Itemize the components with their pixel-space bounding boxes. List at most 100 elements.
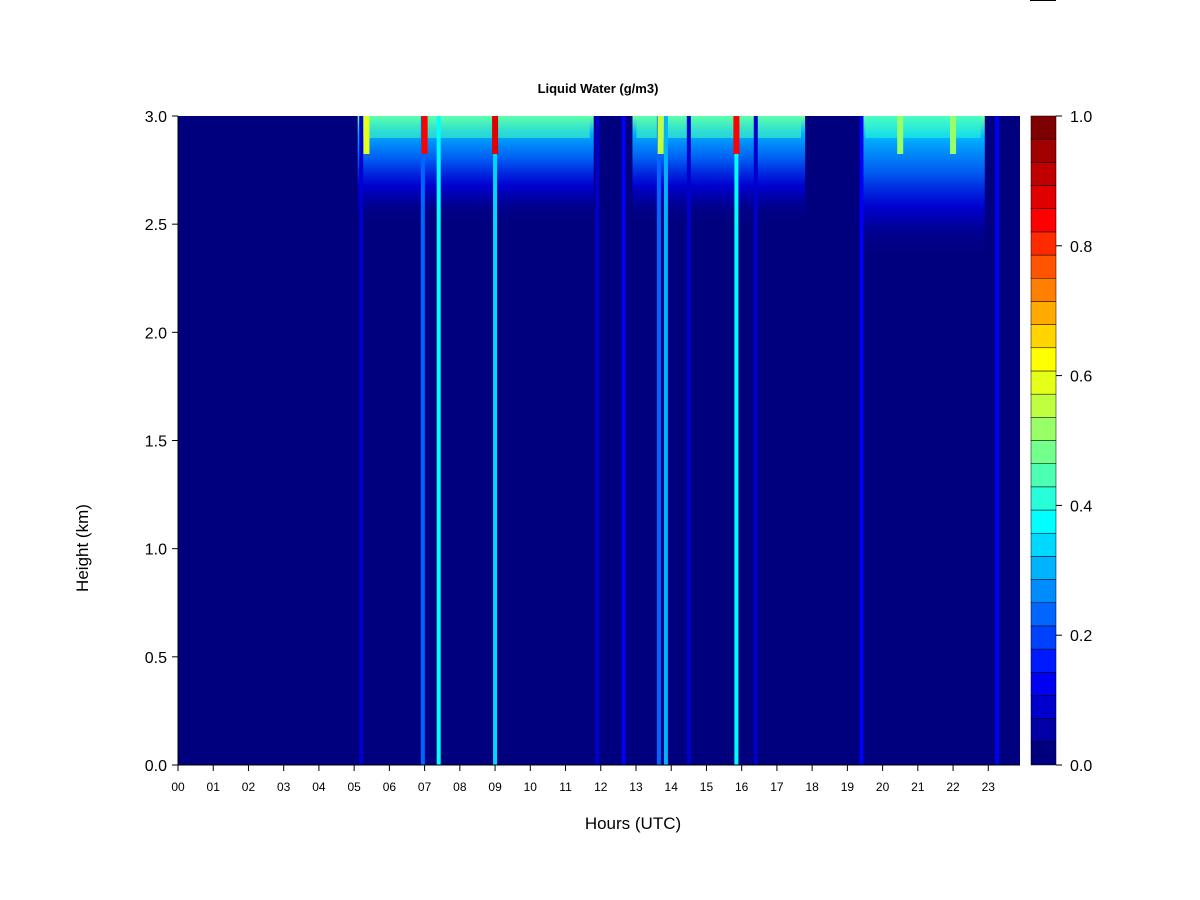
colorbar-segment [1030, 602, 1057, 627]
column-6 [656, 116, 661, 765]
x-tick-label: 01 [207, 780, 221, 794]
x-tick-label: 20 [876, 780, 890, 794]
colorbar-tick-label: 0.2 [1070, 628, 1092, 645]
x-tick-label: 11 [559, 780, 572, 794]
colorbar-segment [1030, 486, 1057, 511]
column-11 [859, 116, 864, 765]
colorbar-tick-label: 0.8 [1070, 239, 1092, 256]
cloud-layer-2 [861, 116, 985, 257]
column-9 [734, 116, 739, 765]
colorbar-tick-label: 0.6 [1070, 369, 1092, 386]
x-tick-label: 16 [735, 780, 749, 794]
cloud-top-2 [865, 116, 981, 138]
column-3 [493, 116, 498, 765]
y-axis-label: Height (km) [73, 504, 92, 592]
chart-title: Liquid Water (g/m3) [538, 81, 659, 96]
cloud-top-0 [361, 116, 590, 138]
column-2 [436, 116, 441, 765]
x-tick-label: 22 [946, 780, 960, 794]
column-0 [359, 116, 364, 765]
colorbar-segment [1030, 672, 1057, 696]
colorbar-segment [1030, 556, 1057, 580]
colorbar-tick-label: 0.4 [1070, 498, 1092, 515]
colorbar-segment [1030, 393, 1057, 418]
x-tick-label: 06 [383, 780, 397, 794]
x-tick-label: 03 [277, 780, 291, 794]
colorbar-segment [1030, 301, 1057, 325]
peak-3 [657, 116, 664, 154]
colorbar-segment [1030, 278, 1057, 302]
x-tick-label: 00 [171, 780, 185, 794]
x-tick-label: 14 [665, 780, 679, 794]
colorbar-segment [1030, 138, 1057, 163]
cloud-top-1 [636, 116, 802, 138]
peak-0 [363, 116, 370, 154]
colorbar-tick-label: 1.0 [1070, 109, 1092, 126]
x-tick-label: 02 [242, 780, 256, 794]
x-tick-label: 04 [312, 780, 326, 794]
y-tick-label: 2.5 [145, 217, 167, 234]
peak-streaks [363, 116, 957, 154]
column-4 [595, 116, 600, 765]
cloud-layers [357, 116, 985, 257]
column-1 [420, 116, 425, 765]
colorbar-segment [1030, 417, 1057, 441]
colorbar-tick-label: 0.0 [1070, 758, 1092, 775]
colorbar-segment [1030, 532, 1057, 557]
colorbar-segment [1030, 440, 1057, 464]
peak-6 [950, 116, 957, 154]
x-tick-label: 21 [911, 780, 925, 794]
x-tick-label: 10 [524, 780, 538, 794]
precipitation-columns [359, 116, 1000, 765]
column-5 [621, 116, 626, 765]
colorbar-segment [1030, 185, 1057, 209]
colorbar-segment [1030, 162, 1057, 186]
peak-5 [897, 116, 904, 154]
y-tick-label: 3.0 [145, 109, 167, 126]
colorbar-segment [1030, 370, 1057, 395]
colorbar-segment [1030, 254, 1057, 279]
colorbar-segment [1030, 347, 1057, 372]
colorbar-segment [1030, 695, 1057, 719]
colorbar-segment [1030, 115, 1057, 140]
y-axis-ticks: 0.0 0.5 1.0 1.5 2.0 2.5 3.0 [145, 109, 178, 775]
colorbar-segment [1030, 208, 1057, 233]
x-tick-label: 08 [453, 780, 467, 794]
x-tick-label: 13 [629, 780, 643, 794]
x-tick-label: 09 [488, 780, 502, 794]
peak-4 [733, 116, 740, 154]
colorbar-segment [1030, 231, 1057, 256]
colorbar-segment [1030, 463, 1057, 488]
x-tick-label: 23 [982, 780, 996, 794]
column-12 [995, 116, 1000, 765]
y-tick-label: 0.5 [145, 650, 167, 667]
x-tick-label: 17 [770, 780, 784, 794]
y-tick-label: 0.0 [145, 758, 167, 775]
x-tick-label: 19 [841, 780, 855, 794]
x-tick-label: 05 [347, 780, 361, 794]
peak-2 [492, 116, 499, 154]
colorbar-segment [1030, 579, 1057, 603]
colorbar-segment [1030, 718, 1057, 743]
x-axis-label: Hours (UTC) [585, 814, 681, 833]
x-tick-label: 07 [418, 780, 432, 794]
column-8 [686, 116, 691, 765]
x-tick-label: 18 [805, 780, 819, 794]
colorbar-segment [1030, 648, 1057, 673]
y-tick-label: 1.0 [145, 542, 167, 559]
colorbar-segment [1030, 625, 1057, 650]
colorbar [1030, 115, 1057, 766]
y-tick-label: 1.5 [145, 434, 167, 451]
y-tick-label: 2.0 [145, 325, 167, 342]
colorbar-segment [1030, 509, 1057, 534]
x-tick-label: 12 [594, 780, 608, 794]
colorbar-segment [1030, 741, 1057, 766]
corner-mark [1030, 0, 1056, 1]
colorbar-segment [1030, 324, 1057, 349]
column-10 [753, 116, 758, 765]
x-axis-ticks: 00 01 02 03 04 05 06 07 08 09 10 11 12 13 14 15 16 17 18 19… [171, 765, 995, 794]
x-tick-label: 15 [700, 780, 714, 794]
column-7 [663, 116, 668, 765]
colorbar-ticks: 0.0 0.2 0.4 0.6 0.8 1.0 [1056, 109, 1092, 775]
